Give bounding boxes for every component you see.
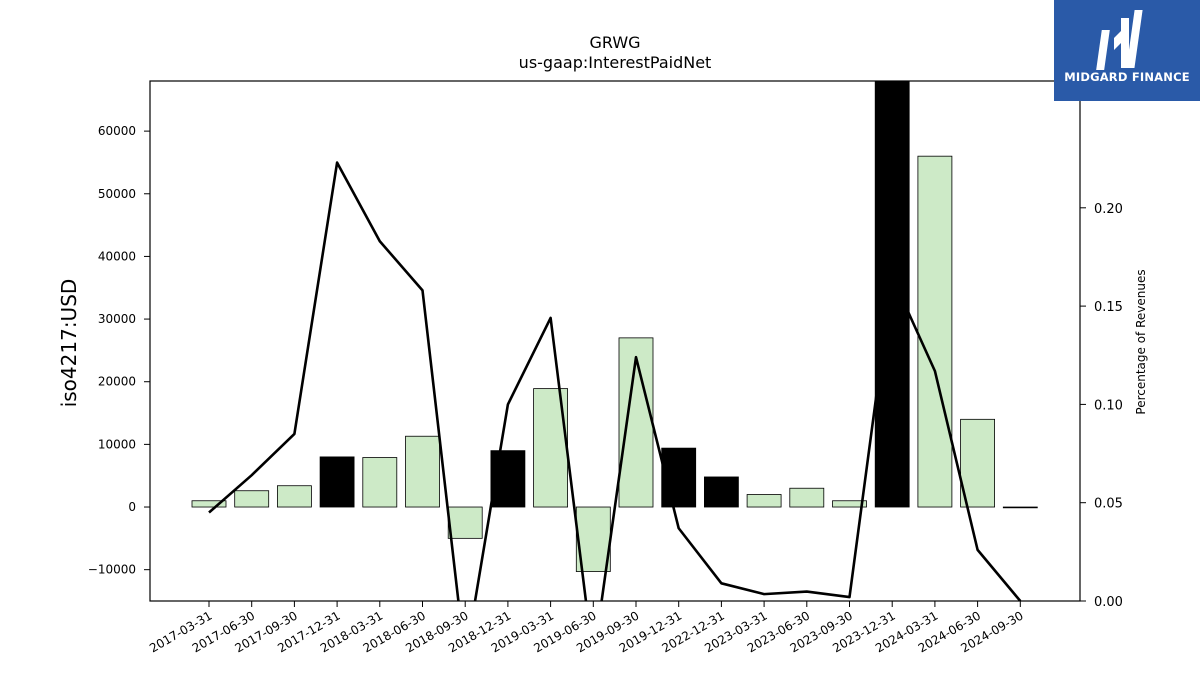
bar-2024-09-30 [1002,506,1038,509]
y-tick-label: −10000 [88,563,136,577]
bar-2018-06-30 [405,435,440,508]
y-tick-label: 0 [128,500,136,514]
y-tick-label: 20000 [98,375,136,389]
chart-title: GRWG [589,33,640,52]
bar-2018-03-31 [362,457,398,508]
y-axis-label: iso4217:USD [57,279,81,408]
y-tick-label: 10000 [98,437,136,451]
plot-frame [149,80,1081,602]
y-tick-label: 30000 [98,312,136,326]
bar-2017-12-31 [319,456,355,508]
y2-tick-label: 0.15 [1094,300,1123,315]
bar-2017-06-30 [234,490,270,508]
bar-2017-03-31 [191,500,227,508]
bar-2022-12-31 [704,476,739,508]
bars-group [191,80,1038,572]
bar-2023-03-31 [746,494,782,508]
line-group [208,161,1022,601]
y2-tick-label: 0.20 [1094,202,1123,217]
bar-2018-09-30 [447,506,483,539]
bar-2023-06-30 [789,487,825,508]
y2-axis-label: Percentage of Revenues [1134,269,1148,414]
y-tick-label: 60000 [98,124,136,138]
logo-text: MIDGARD FINANCE [1064,70,1190,84]
y2-tick-label: 0.05 [1094,497,1123,512]
bar-2024-06-30 [960,418,995,508]
brand-logo: MIDGARD FINANCE [1054,0,1200,101]
bar-2017-09-30 [276,485,312,508]
logo-mark-icon [1096,10,1143,70]
chart-subtitle: us-gaap:InterestPaidNet [519,53,712,72]
bar-2024-03-31 [917,155,953,508]
bar-2023-09-30 [832,500,867,508]
y2-tick-label: 0.10 [1094,398,1123,413]
ratio-line [208,161,1022,601]
y-tick-label: 50000 [98,187,136,201]
y2-tick-label: 0.00 [1094,595,1123,610]
y-tick-label: 40000 [98,249,136,263]
bar-2023-12-31 [874,80,910,508]
